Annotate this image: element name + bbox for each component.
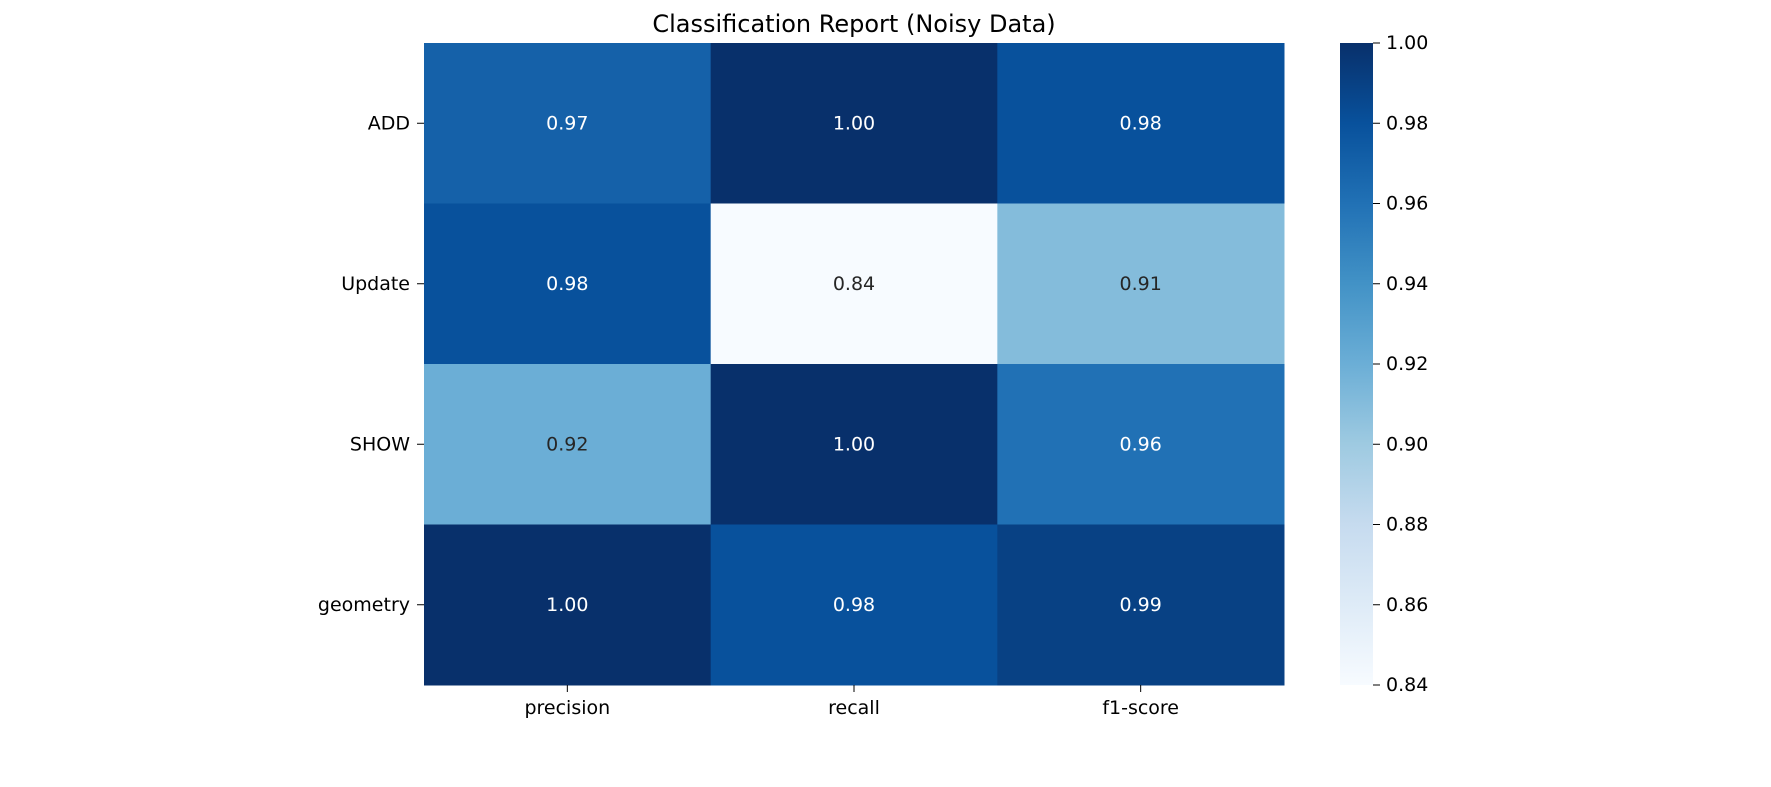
cell-value-label: 1.00 <box>546 594 588 616</box>
heatmap-cell-add-precision <box>424 43 712 204</box>
colorbar: 0.84 0.86 0.88 0.90 0.92 0.94 0.96 0.98 1.00 <box>1340 32 1428 696</box>
row-tick-label: SHOW <box>350 433 410 455</box>
cell-value-label: 0.84 <box>833 273 875 295</box>
row-tick-label: ADD <box>368 112 410 134</box>
column-tick-label: recall <box>828 697 880 719</box>
colorbar-tick-label: 0.86 <box>1386 594 1428 616</box>
cell-value-label: 0.98 <box>1120 112 1162 134</box>
row-tick-label: Update <box>341 273 410 295</box>
row-tick-label: geometry <box>318 594 410 616</box>
chart-title: Classification Report (Noisy Data) <box>652 10 1055 38</box>
heatmap-cells: 0.97 1.00 0.98 0.98 0.84 0.91 0.92 1.00 0.96 1.00… <box>424 43 1285 686</box>
colorbar-tick-label: 0.84 <box>1386 674 1428 696</box>
heatmap-cell-show-recall <box>710 364 998 525</box>
cell-value-label: 0.96 <box>1120 433 1162 455</box>
column-tick-labels: precision recall f1-score <box>524 685 1179 719</box>
colorbar-tick-label: 0.88 <box>1386 514 1428 536</box>
colorbar-tick-label: 0.98 <box>1386 112 1428 134</box>
heatmap-cell-update-precision <box>424 203 712 365</box>
cell-value-label: 0.91 <box>1120 273 1162 295</box>
heatmap-cell-geometry-precision <box>424 524 712 686</box>
cell-value-label: 0.97 <box>546 112 588 134</box>
cell-value-label: 0.92 <box>546 433 588 455</box>
cell-value-label: 0.99 <box>1120 594 1162 616</box>
heatmap-cell-show-precision <box>424 364 712 525</box>
colorbar-gradient-bar <box>1340 43 1373 685</box>
colorbar-tick-label: 0.94 <box>1386 273 1428 295</box>
column-tick-label: precision <box>524 697 610 719</box>
heatmap-cell-geometry-recall <box>710 524 998 686</box>
colorbar-tick-label: 0.90 <box>1386 433 1428 455</box>
colorbar-ticks: 0.84 0.86 0.88 0.90 0.92 0.94 0.96 0.98 1.00 <box>1373 32 1428 696</box>
column-tick-label: f1-score <box>1102 697 1179 719</box>
heatmap-cell-add-f1-score <box>997 43 1285 204</box>
colorbar-tick-label: 1.00 <box>1386 32 1428 54</box>
heatmap-cell-update-f1-score <box>997 203 1285 365</box>
heatmap-cell-show-f1-score <box>997 364 1285 525</box>
row-tick-labels: ADD Update SHOW geometry <box>318 112 424 616</box>
heatmap-cell-geometry-f1-score <box>997 524 1285 686</box>
colorbar-tick-label: 0.92 <box>1386 353 1428 375</box>
cell-value-label: 0.98 <box>546 273 588 295</box>
cell-value-label: 1.00 <box>833 433 875 455</box>
colorbar-tick-label: 0.96 <box>1386 193 1428 215</box>
heatmap-cell-add-recall <box>710 43 998 204</box>
cell-value-label: 1.00 <box>833 112 875 134</box>
heatmap-cell-update-recall <box>710 203 998 365</box>
cell-value-label: 0.98 <box>833 594 875 616</box>
